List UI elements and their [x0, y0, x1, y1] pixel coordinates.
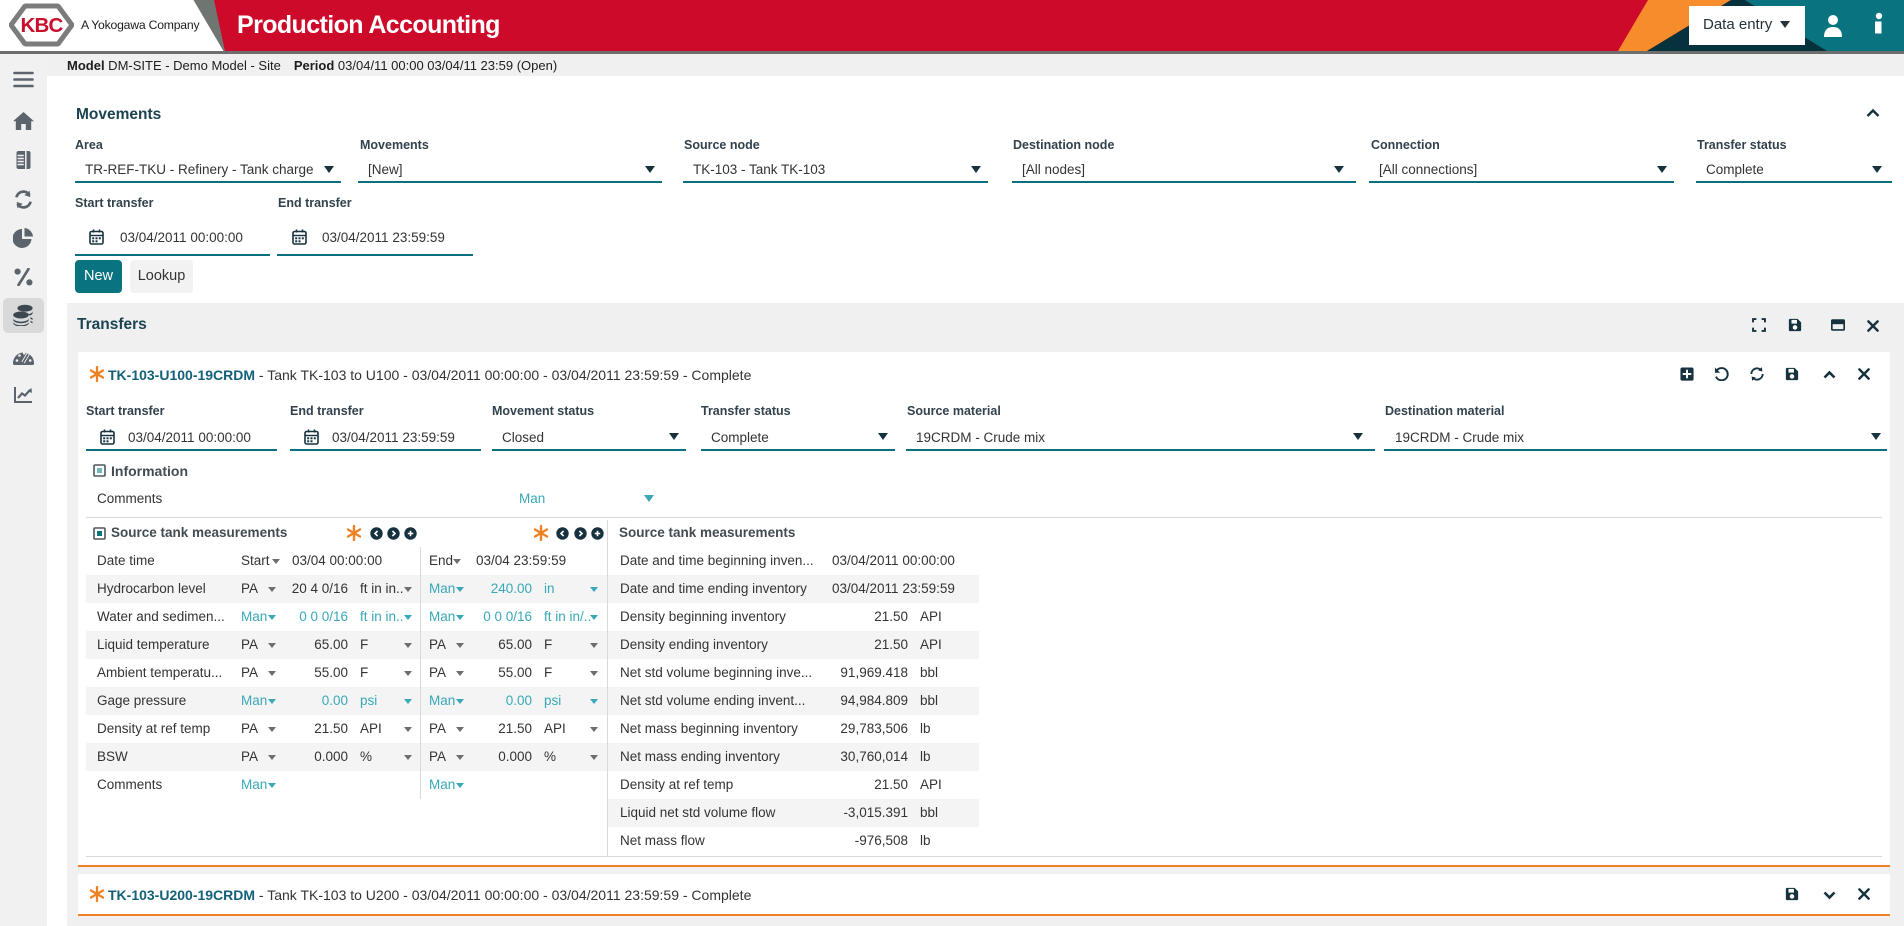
svg-text:KBC: KBC — [20, 14, 63, 37]
